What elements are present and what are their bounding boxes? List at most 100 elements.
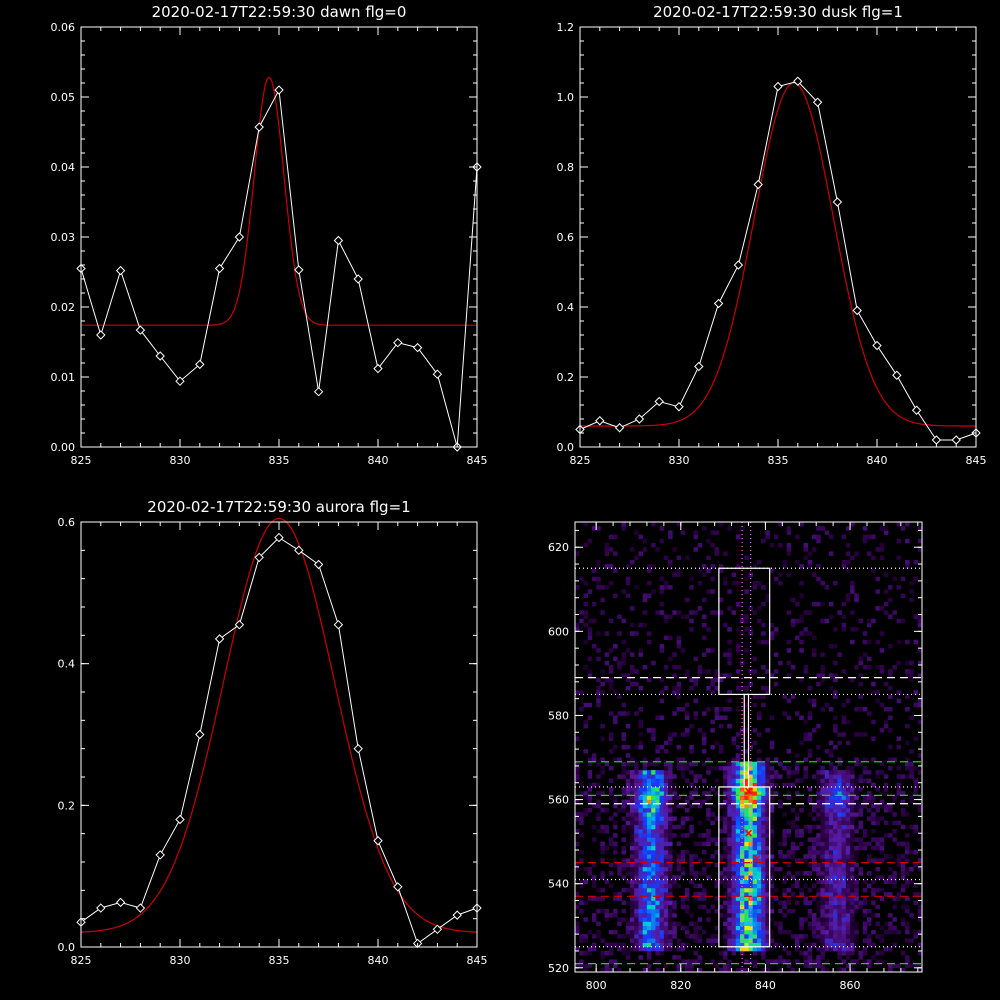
data-point — [595, 416, 605, 426]
y-tick-label: 0.06 — [51, 21, 76, 34]
x-tick-label: 825 — [570, 454, 591, 467]
y-tick-label: 0.04 — [51, 161, 76, 174]
data-point — [412, 342, 423, 353]
data-point — [373, 363, 383, 374]
data-point — [274, 532, 284, 543]
y-tick-label: 0.6 — [557, 231, 575, 244]
data-point — [674, 402, 684, 412]
data-point — [753, 179, 763, 190]
data-point — [393, 882, 403, 892]
data-point — [773, 81, 783, 92]
data-point — [294, 265, 304, 275]
marker-2 — [744, 829, 753, 837]
y-tick-label: 1.0 — [557, 91, 575, 104]
y-tick-label: 560 — [548, 794, 569, 807]
data-point — [234, 232, 245, 242]
fit-curve — [81, 517, 477, 933]
data-point — [254, 122, 264, 132]
data-point — [115, 897, 126, 908]
chart-panel-4: 800 820 840 860 520 540 560 580 600 620 — [548, 521, 923, 992]
x-tick-label: 845 — [467, 454, 488, 467]
y-tick-label: 0.02 — [51, 301, 76, 314]
data-point — [353, 274, 363, 284]
fit-curve — [580, 82, 976, 427]
y-tick-label: 540 — [548, 878, 569, 891]
data-point — [353, 743, 363, 754]
data-point — [135, 903, 146, 913]
data-point — [135, 325, 146, 335]
x-tick-label: 825 — [71, 454, 92, 467]
chart-title: 2020-02-17T22:59:30 aurora flg=1 — [147, 498, 410, 516]
y-tick-label: 0.01 — [51, 371, 76, 384]
data-point — [333, 235, 344, 246]
x-tick-label: 830 — [170, 954, 191, 967]
y-tick-label: 0.05 — [51, 91, 76, 104]
data-point — [694, 361, 704, 372]
data-line — [80, 536, 478, 945]
data-point — [393, 337, 403, 348]
chart-panel-2: 825 830 835 840 845 0.0 0.2 0.4 0.6 0.8 1.0 1.2 2020… — [557, 3, 987, 467]
data-point — [733, 260, 744, 270]
x-tick-label: 830 — [170, 454, 191, 467]
y-tick-label: 0.4 — [58, 658, 76, 671]
data-point — [175, 814, 185, 825]
data-point — [793, 76, 803, 86]
y-tick-label: 0.2 — [557, 371, 575, 384]
data-point — [911, 405, 922, 415]
data-point — [155, 351, 165, 361]
data-point — [812, 97, 823, 107]
data-point — [234, 620, 245, 630]
y-tick-label: 0.0 — [557, 441, 575, 454]
data-point — [951, 435, 961, 445]
data-point — [931, 435, 942, 445]
data-point — [634, 414, 645, 424]
marker-3 — [753, 854, 761, 862]
data-point — [214, 263, 225, 274]
data-point — [294, 545, 304, 556]
data-point — [96, 330, 106, 340]
x-tick-label: 830 — [669, 454, 690, 467]
x-tick-label: 860 — [840, 979, 861, 992]
x-tick-label: 835 — [269, 954, 290, 967]
y-tick-label: 0.0 — [58, 941, 76, 954]
data-point — [452, 910, 462, 920]
data-line — [80, 88, 478, 448]
y-tick-label: 0.4 — [557, 301, 575, 314]
data-point — [254, 552, 264, 563]
data-point — [614, 423, 625, 433]
data-point — [313, 559, 324, 570]
fit-curve — [81, 76, 477, 326]
data-point — [313, 386, 324, 397]
y-tick-label: 1.2 — [557, 21, 575, 34]
x-tick-label: 840 — [867, 454, 888, 467]
data-point — [872, 340, 882, 351]
x-tick-label: 835 — [768, 454, 789, 467]
heatmap-image — [575, 522, 922, 972]
x-tick-label: 840 — [368, 954, 389, 967]
y-tick-label: 580 — [548, 709, 569, 722]
y-tick-label: 0.6 — [58, 516, 76, 529]
x-tick-label: 835 — [269, 454, 290, 467]
data-point — [195, 729, 205, 740]
x-tick-label: 845 — [966, 454, 987, 467]
data-point — [195, 359, 205, 370]
data-point — [852, 305, 862, 316]
x-tick-label: 845 — [467, 954, 488, 967]
chart-title: 2020-02-17T22:59:30 dawn flg=0 — [152, 3, 407, 21]
y-tick-label: 520 — [548, 962, 569, 975]
data-line — [579, 80, 977, 441]
data-point — [115, 265, 126, 276]
chart-panel-1: 825 830 835 840 845 0.00 0.01 0.02 0.03 0.04 0.05 0… — [51, 3, 488, 467]
data-point — [654, 396, 664, 407]
data-point — [373, 836, 383, 846]
data-point — [713, 298, 724, 309]
data-point — [432, 924, 443, 934]
data-point — [155, 850, 165, 860]
data-point — [175, 376, 185, 386]
data-point — [274, 85, 284, 95]
y-tick-label: 0.8 — [557, 161, 575, 174]
x-tick-label: 820 — [670, 979, 691, 992]
y-tick-label: 620 — [548, 541, 569, 554]
plot-frame — [80, 521, 478, 948]
